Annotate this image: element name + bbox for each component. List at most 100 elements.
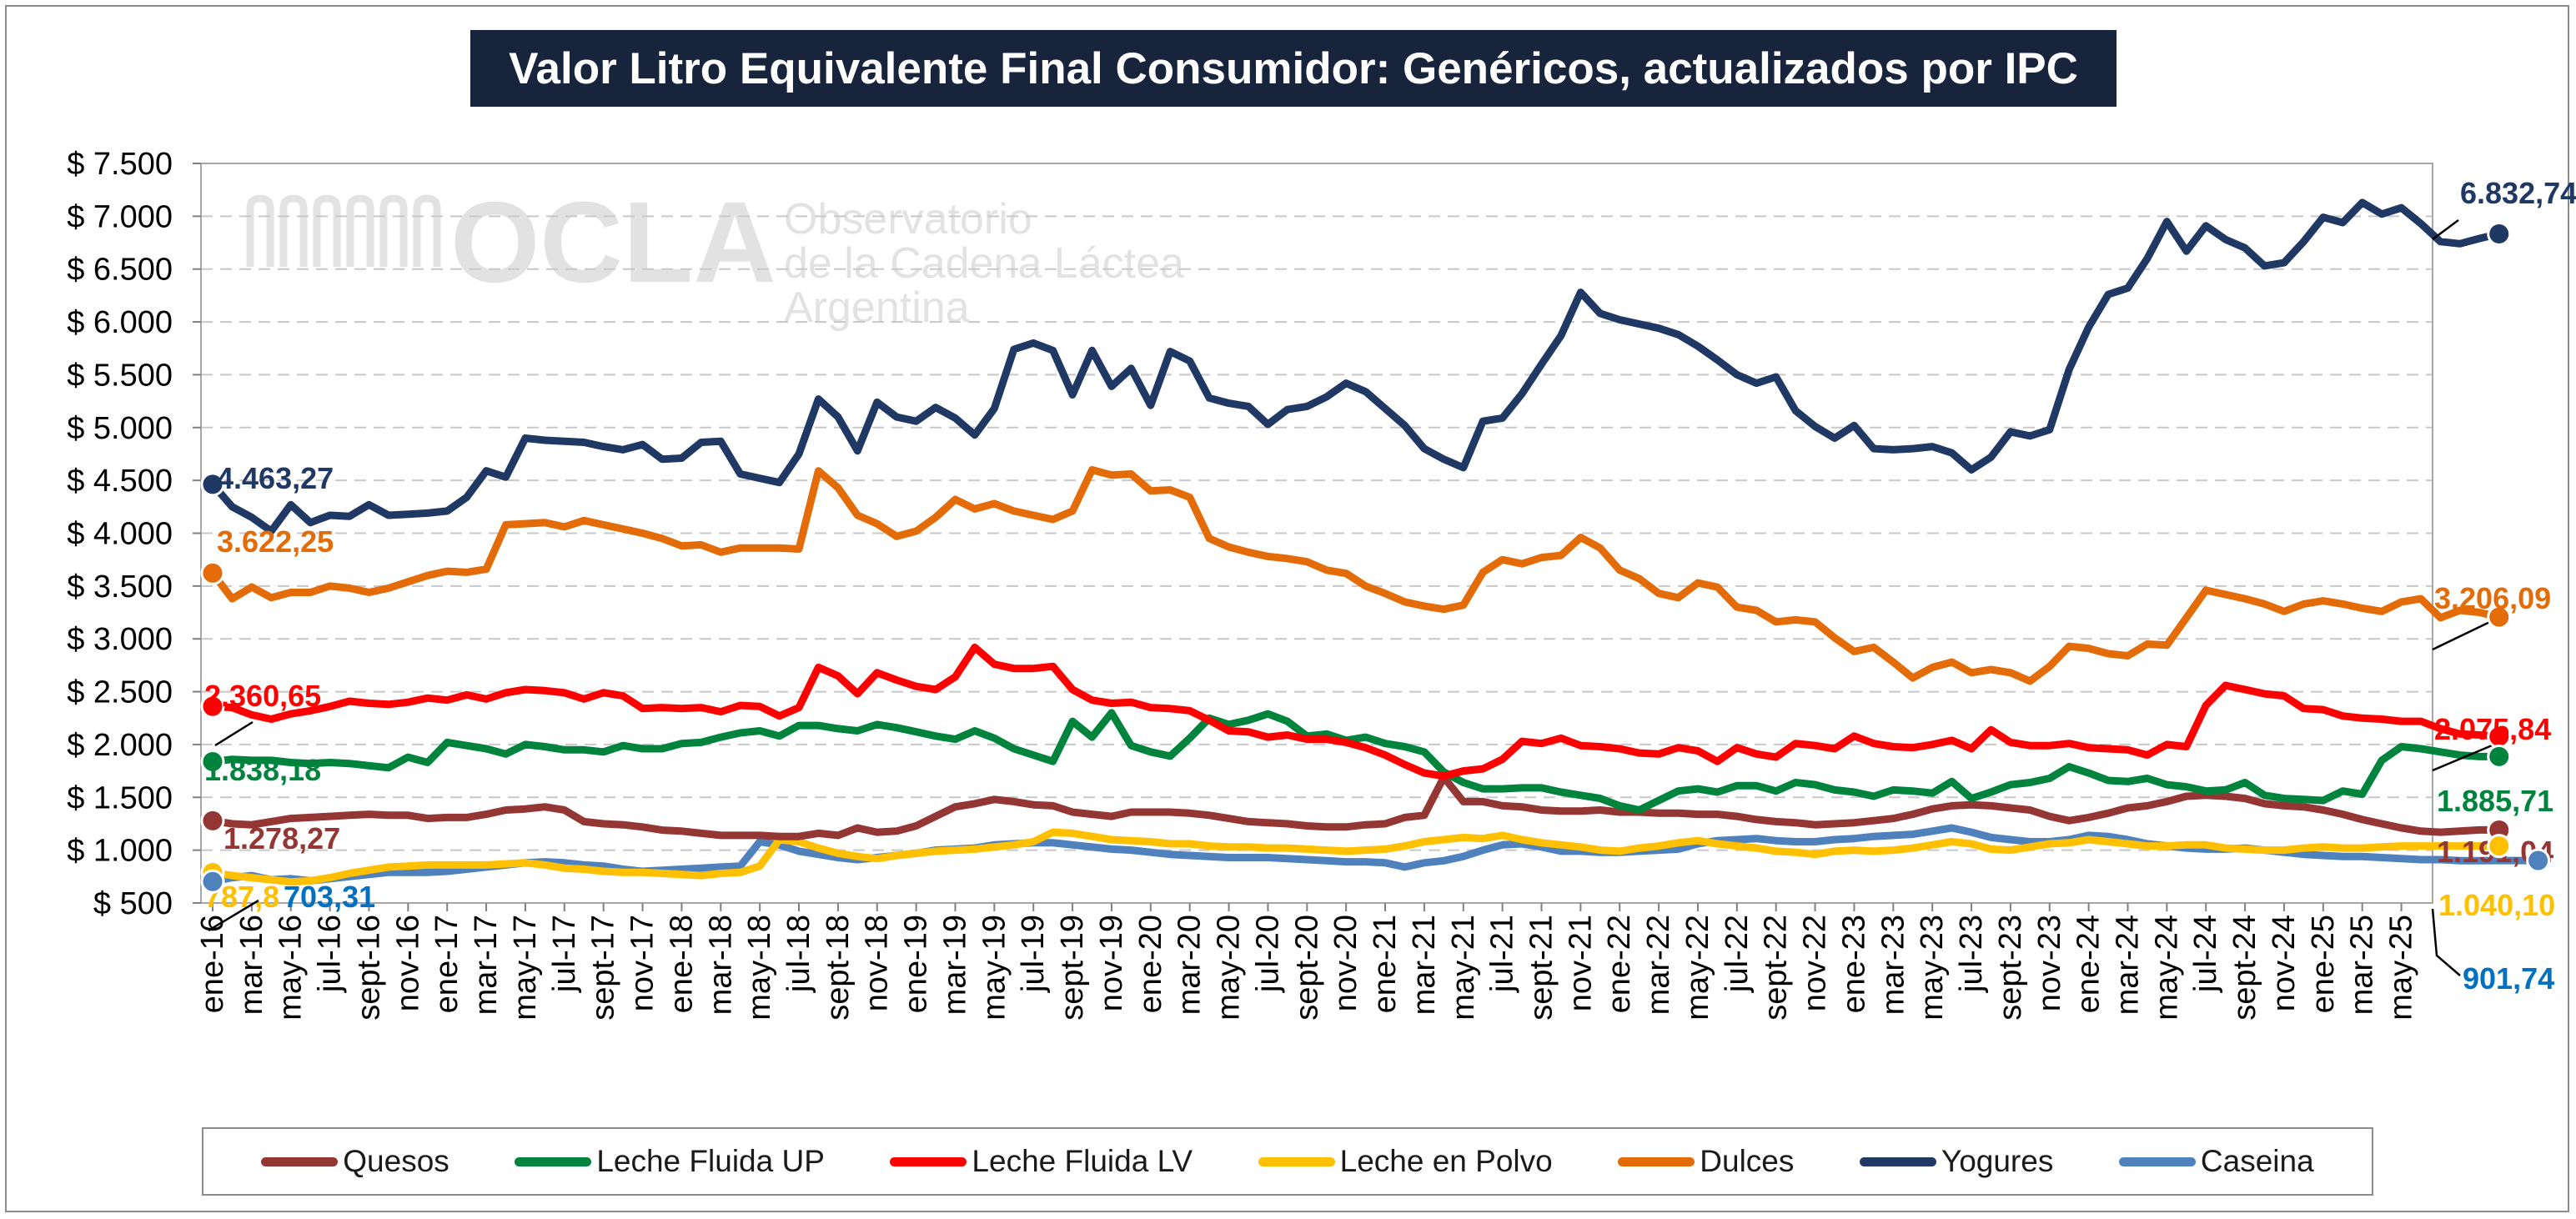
series-line-caseina — [208, 824, 2543, 885]
start-marker-yogures — [200, 472, 225, 497]
start-label-leche-fluida-up: 1.838,18 — [204, 753, 321, 787]
legend-label: Yogures — [1941, 1144, 2054, 1178]
start-marker-leche-fluida-up — [200, 749, 225, 774]
x-tick-label: sept-23 — [1993, 915, 2028, 1021]
y-tick-label: $ 7.500 — [67, 147, 173, 182]
y-tick-label: $ 3.500 — [67, 569, 173, 604]
leader-line — [2432, 742, 2497, 772]
legend-swatch — [2118, 1156, 2196, 1166]
x-tick-label: may-24 — [2149, 915, 2184, 1021]
x-axis: ene-16 mar-16 may-16 jul-16 sept-16 nov-16 ene… — [195, 903, 2419, 1021]
chart-frame: Valor Litro Equivalente Final Consumidor… — [5, 5, 2569, 1212]
y-tick-label: $ 6.500 — [67, 253, 173, 288]
x-tick-label: jul-19 — [1016, 915, 1051, 993]
start-marker-leche-fluida-lv — [200, 694, 225, 719]
x-tick-label: jul-24 — [2188, 915, 2223, 993]
x-tick-label: nov-22 — [1798, 915, 1833, 1011]
x-tick-label: mar-20 — [1173, 915, 1208, 1015]
end-marker-leche-en-polvo — [2487, 834, 2512, 859]
watermark-line-1: Observatorio — [784, 195, 1032, 243]
x-tick-label: may-23 — [1915, 915, 1950, 1021]
y-tick-label: $ 6.000 — [67, 305, 173, 340]
x-tick-label: may-22 — [1680, 915, 1715, 1021]
x-tick-label: mar-23 — [1876, 915, 1911, 1015]
x-tick-label: ene-20 — [1133, 915, 1168, 1013]
start-label-dulces: 3.622,25 — [217, 524, 334, 559]
legend-label: Leche en Polvo — [1339, 1144, 1553, 1178]
y-tick-label: $ 2.000 — [67, 728, 173, 763]
y-tick-label: $ 1.000 — [67, 834, 173, 869]
watermark-line-2: de la Cadena Láctea — [784, 239, 1184, 288]
start-label-quesos: 1.278,27 — [223, 821, 340, 855]
x-tick-label: jul-23 — [1954, 915, 1989, 993]
x-tick-label: jul-17 — [547, 915, 582, 993]
legend-swatch — [1859, 1156, 1936, 1166]
x-tick-label: may-16 — [274, 915, 309, 1021]
legend-item-leche-fluida-up: Leche Fluida UP — [515, 1144, 825, 1179]
x-tick-label: sept-21 — [1524, 915, 1559, 1021]
y-tick-label: $ 1.500 — [67, 780, 173, 815]
legend-label: Dulces — [1700, 1144, 1795, 1178]
legend-label: Caseina — [2200, 1144, 2314, 1178]
x-tick-label: sept-22 — [1759, 915, 1794, 1021]
watermark-brand: OCLA — [450, 178, 776, 307]
x-tick-label: jul-16 — [313, 915, 348, 993]
x-tick-label: sept-16 — [351, 915, 386, 1021]
x-tick-label: mar-17 — [469, 915, 504, 1015]
x-tick-label: may-18 — [742, 915, 777, 1021]
x-tick-label: nov-19 — [1094, 915, 1129, 1011]
y-axis: $ 500 $ 1.000 $ 1.500 $ 2.000 $ 2.500 $ 3.000… — [67, 147, 201, 921]
legend-label: Quesos — [343, 1144, 449, 1178]
x-tick-label: mar-24 — [2110, 915, 2145, 1015]
end-label-leche-fluida-up: 1.885,71 — [2437, 784, 2553, 818]
y-tick-label: $ 7.000 — [67, 199, 173, 234]
x-tick-label: jul-21 — [1485, 915, 1520, 993]
series-line-quesos — [208, 773, 2503, 840]
legend-label: Leche Fluida UP — [596, 1144, 825, 1178]
series-line-leche-fluida-lv — [208, 643, 2503, 780]
series-lines — [208, 198, 2543, 886]
end-marker-leche-fluida-up — [2487, 744, 2512, 769]
x-tick-label: ene-22 — [1602, 915, 1637, 1013]
x-tick-label: may-20 — [1212, 915, 1247, 1021]
legend-item-dulces: Dulces — [1618, 1144, 1794, 1179]
x-tick-label: may-21 — [1446, 915, 1481, 1021]
legend-item-caseina: Caseina — [2118, 1144, 2314, 1179]
x-tick-label: sept-17 — [586, 915, 621, 1021]
x-tick-label: may-25 — [2384, 915, 2419, 1021]
end-label-dulces: 3.206,09 — [2434, 581, 2551, 615]
legend-swatch — [890, 1156, 967, 1166]
x-tick-label: ene-16 — [195, 915, 230, 1013]
legend-item-yogures: Yogures — [1859, 1144, 2054, 1179]
x-tick-label: mar-19 — [937, 915, 972, 1015]
start-label-leche-fluida-lv: 2.360,65 — [204, 679, 321, 713]
x-tick-label: jul-18 — [781, 915, 816, 993]
x-tick-label: may-19 — [977, 915, 1012, 1021]
x-tick-label: mar-22 — [1641, 915, 1676, 1015]
y-tick-label: $ 5.000 — [67, 411, 173, 446]
x-tick-label: sept-19 — [1055, 915, 1090, 1021]
series-line-leche-en-polvo — [208, 828, 2503, 886]
y-tick-label: $ 5.500 — [67, 358, 173, 393]
x-tick-label: jul-22 — [1720, 915, 1755, 993]
start-marker-caseina — [200, 869, 225, 894]
start-label-yogures: 4.463,27 — [217, 461, 334, 495]
end-markers: 4.463,27 6.832,74 3.622,25 3.206,09 2.360,65… — [200, 176, 2576, 996]
x-tick-label: mar-21 — [1407, 915, 1442, 1015]
series-line-leche-fluida-up — [208, 709, 2503, 814]
legend-label: Leche Fluida LV — [972, 1144, 1193, 1178]
x-tick-label: nov-23 — [2032, 915, 2067, 1011]
end-marker-caseina — [2526, 848, 2551, 873]
legend-swatch — [1618, 1156, 1695, 1166]
end-label-caseina: 901,74 — [2463, 961, 2554, 996]
x-tick-label: ene-17 — [429, 915, 464, 1013]
x-tick-label: ene-19 — [899, 915, 934, 1013]
end-label-leche-fluida-lv: 2.075,84 — [2434, 712, 2551, 746]
x-tick-label: ene-18 — [664, 915, 699, 1013]
x-tick-label: nov-21 — [1563, 915, 1598, 1011]
x-tick-label: sept-24 — [2227, 915, 2262, 1021]
x-tick-label: ene-24 — [2071, 915, 2106, 1013]
ocla-logo-icon — [246, 194, 441, 267]
leader-line — [208, 899, 259, 932]
